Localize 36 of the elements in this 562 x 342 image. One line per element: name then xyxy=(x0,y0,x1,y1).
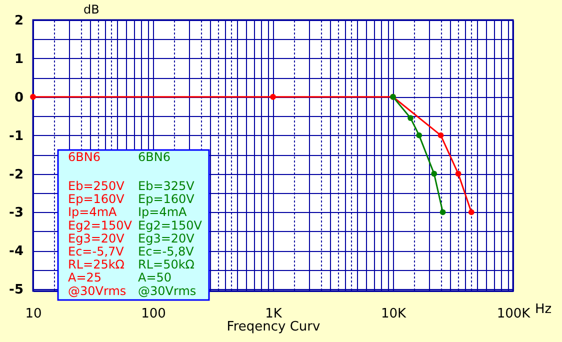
text: 6BN6 xyxy=(138,150,170,164)
x-tick-label: 100K xyxy=(496,306,531,322)
annotation: Ep=160V xyxy=(68,192,126,206)
annotation: A=25 xyxy=(68,270,102,285)
annotation: Eb=250V xyxy=(68,179,126,193)
annotation: Ip=4mA xyxy=(68,205,118,220)
y-tick-label: -5 xyxy=(9,282,24,298)
text: 6BN6 xyxy=(68,150,100,164)
y-tick-label: 0 xyxy=(14,90,24,106)
y-tick-label: 2 xyxy=(14,14,24,28)
y-tick-label: -1 xyxy=(9,128,24,144)
x-tick-label: 1K xyxy=(265,306,282,322)
annotation: A=50 xyxy=(138,270,172,285)
y-tick-label: 1 xyxy=(14,52,24,67)
annotation: RL=50kΩ xyxy=(138,258,194,272)
annotation: Eg2=150V xyxy=(68,218,133,232)
y-tick-label: -4 xyxy=(9,244,24,260)
annotation: Eg2=150V xyxy=(138,218,203,232)
x-tick-label: 100 xyxy=(141,306,166,322)
annotation: Eg3=20V xyxy=(68,231,126,246)
annotation: Ec=-5,8V xyxy=(138,244,195,258)
y-axis-title: dB xyxy=(84,2,100,16)
y-tick-label: -2 xyxy=(9,167,24,182)
text: Hz xyxy=(535,302,552,317)
annotation: Eb=325V xyxy=(138,179,196,193)
annotation: Ep=160V xyxy=(138,192,196,206)
annotation: Eg3=20V xyxy=(138,231,196,246)
y-tick-label: -3 xyxy=(9,206,24,221)
x-tick-label: 10 xyxy=(25,306,42,322)
x-tick-label: 10K xyxy=(380,306,407,322)
annotation: @30Vrms xyxy=(138,284,196,298)
x-axis-title: Freqency Curv xyxy=(226,320,321,334)
annotation: @30Vrms xyxy=(68,284,126,298)
annotation: Ip=4mA xyxy=(138,205,188,220)
annotation: Ec=-5,7V xyxy=(68,244,125,258)
annotation: RL=25kΩ xyxy=(68,258,124,272)
